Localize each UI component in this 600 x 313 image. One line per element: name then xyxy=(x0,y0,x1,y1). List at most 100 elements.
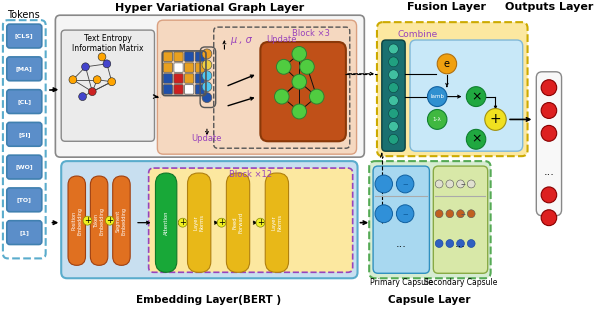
Text: –: – xyxy=(460,209,465,219)
FancyBboxPatch shape xyxy=(91,176,108,265)
Circle shape xyxy=(375,175,392,193)
Text: [MA]: [MA] xyxy=(16,66,32,71)
Circle shape xyxy=(83,216,92,225)
Text: +: + xyxy=(84,216,91,225)
FancyBboxPatch shape xyxy=(185,74,194,83)
Text: +: + xyxy=(490,112,502,126)
Text: +: + xyxy=(257,218,264,227)
Text: 1-λ: 1-λ xyxy=(433,117,442,122)
FancyBboxPatch shape xyxy=(149,168,353,272)
Circle shape xyxy=(467,239,475,248)
Circle shape xyxy=(467,180,475,188)
Circle shape xyxy=(435,239,443,248)
Circle shape xyxy=(202,82,212,92)
Text: Block ×3: Block ×3 xyxy=(292,29,331,38)
Text: ...: ... xyxy=(544,167,554,177)
Circle shape xyxy=(446,180,454,188)
Circle shape xyxy=(106,216,114,225)
Circle shape xyxy=(541,126,557,141)
Circle shape xyxy=(69,76,77,84)
Text: [CLS]: [CLS] xyxy=(15,33,34,38)
Circle shape xyxy=(427,110,447,129)
FancyBboxPatch shape xyxy=(174,85,183,94)
Text: +: + xyxy=(218,218,225,227)
Text: Fusion Layer: Fusion Layer xyxy=(407,2,487,12)
Circle shape xyxy=(467,210,475,218)
FancyBboxPatch shape xyxy=(55,15,364,157)
Circle shape xyxy=(202,49,212,59)
FancyBboxPatch shape xyxy=(174,52,183,61)
FancyBboxPatch shape xyxy=(163,74,172,83)
FancyBboxPatch shape xyxy=(7,90,42,114)
Circle shape xyxy=(79,93,86,100)
Text: ×: × xyxy=(471,133,481,146)
FancyBboxPatch shape xyxy=(260,42,346,141)
FancyBboxPatch shape xyxy=(163,63,172,72)
Text: –: – xyxy=(460,179,465,189)
Text: e: e xyxy=(444,59,450,69)
Text: Layer
Norms: Layer Norms xyxy=(271,214,282,231)
Circle shape xyxy=(88,88,96,95)
FancyBboxPatch shape xyxy=(185,52,194,61)
FancyBboxPatch shape xyxy=(61,161,358,278)
Circle shape xyxy=(178,218,187,227)
Circle shape xyxy=(541,80,557,95)
Text: [WO]: [WO] xyxy=(16,165,33,170)
Text: Embedding Layer(BERT ): Embedding Layer(BERT ) xyxy=(136,295,281,305)
Circle shape xyxy=(437,54,457,74)
Circle shape xyxy=(435,180,443,188)
Circle shape xyxy=(397,175,414,193)
FancyBboxPatch shape xyxy=(373,166,430,273)
FancyBboxPatch shape xyxy=(188,173,211,272)
Text: Attention: Attention xyxy=(164,210,169,235)
Circle shape xyxy=(397,205,414,223)
Text: Tokens: Tokens xyxy=(7,10,40,20)
Circle shape xyxy=(292,104,307,119)
FancyBboxPatch shape xyxy=(174,63,183,72)
Circle shape xyxy=(466,87,486,106)
Circle shape xyxy=(375,205,392,223)
FancyBboxPatch shape xyxy=(157,20,356,154)
Text: ...: ... xyxy=(396,239,407,249)
FancyBboxPatch shape xyxy=(195,63,205,72)
Circle shape xyxy=(202,71,212,81)
Circle shape xyxy=(108,78,116,86)
Text: Feed
Forward: Feed Forward xyxy=(233,212,244,233)
Circle shape xyxy=(202,93,212,103)
FancyBboxPatch shape xyxy=(410,40,523,151)
Circle shape xyxy=(446,239,454,248)
Text: +: + xyxy=(106,216,113,225)
Text: [TO]: [TO] xyxy=(17,197,32,202)
FancyBboxPatch shape xyxy=(7,188,42,212)
Circle shape xyxy=(485,109,506,130)
Circle shape xyxy=(389,95,398,105)
Circle shape xyxy=(389,121,398,131)
FancyBboxPatch shape xyxy=(68,176,85,265)
Text: [1]: [1] xyxy=(19,230,29,235)
Text: ×: × xyxy=(471,90,481,103)
Circle shape xyxy=(103,60,111,68)
Circle shape xyxy=(98,53,106,61)
FancyBboxPatch shape xyxy=(174,74,183,83)
FancyBboxPatch shape xyxy=(7,221,42,244)
Text: –: – xyxy=(403,179,408,189)
Text: Outputs Layer: Outputs Layer xyxy=(505,2,593,12)
Text: [CL]: [CL] xyxy=(17,99,31,104)
Circle shape xyxy=(217,218,226,227)
Circle shape xyxy=(292,46,307,61)
Circle shape xyxy=(310,89,324,104)
Circle shape xyxy=(389,57,398,67)
Text: Hyper Variational Graph Layer: Hyper Variational Graph Layer xyxy=(115,3,304,13)
Circle shape xyxy=(389,44,398,54)
Circle shape xyxy=(466,129,486,149)
Text: Secondary Capsule: Secondary Capsule xyxy=(424,278,497,287)
FancyBboxPatch shape xyxy=(195,52,205,61)
Text: Capsule Layer: Capsule Layer xyxy=(388,295,470,305)
Circle shape xyxy=(541,187,557,203)
Text: lamb: lamb xyxy=(430,94,444,99)
Text: +: + xyxy=(179,218,186,227)
Circle shape xyxy=(277,59,291,74)
FancyBboxPatch shape xyxy=(382,40,405,151)
FancyBboxPatch shape xyxy=(536,72,562,216)
Text: Text Entropy
Information Matrix: Text Entropy Information Matrix xyxy=(72,34,143,54)
